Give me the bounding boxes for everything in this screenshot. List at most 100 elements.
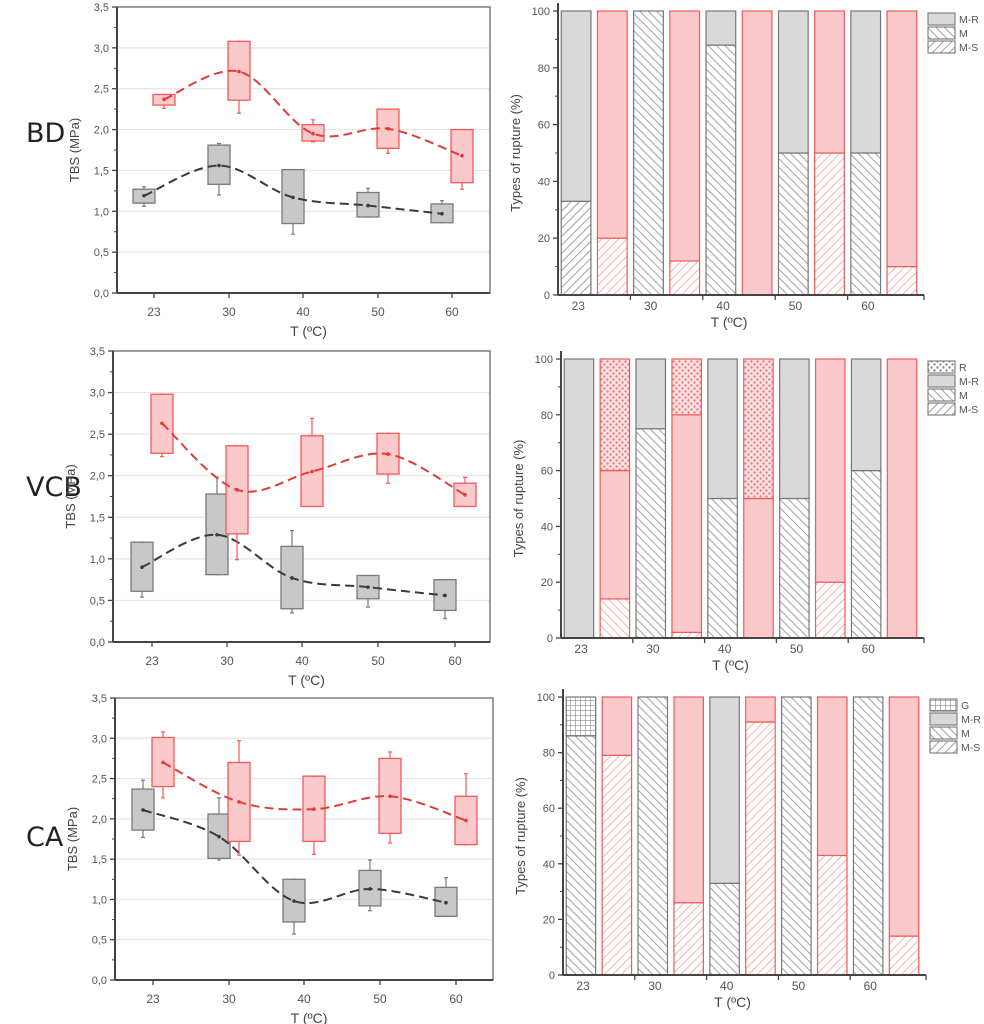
legend-label: M [959,390,968,402]
box-red-50 [376,108,400,154]
bar-segment-m [565,735,597,976]
box-gray-30 [207,797,231,861]
y-tick-label: 100 [532,6,550,18]
box-gray-23 [130,541,154,598]
bar-segment-m [709,882,740,976]
tbs-chart-bd: 0,0 0,5 1,0 1,5 2,0 2,5 3,0 3,5 23 30 40 50 60 T (ºC)… [67,2,491,339]
box-gray-23 [131,779,155,838]
box-gray-60 [434,877,458,917]
bar-segment-m-r [705,10,737,46]
box-gray-30 [207,142,231,196]
y-tick-label: 2,0 [90,471,105,483]
y-tick-label: 0 [544,290,550,302]
x-tick-label: 23 [572,299,586,313]
bar-segment-r [743,358,774,500]
x-tick-label: 30 [222,992,236,1006]
row-label-ca: CA [26,822,64,853]
legend-swatch-m-r [929,712,958,726]
y-axis-label: TBS (MPa) [65,807,80,871]
legend-label: G [961,700,969,712]
series-gray [132,142,454,235]
box-gray-40 [281,168,305,235]
y-tick-label: 0 [549,970,555,982]
x-tick-label: 60 [864,979,878,993]
legend-label: M-S [959,404,978,416]
box-red-23 [150,393,174,458]
bar-segment-m-r [707,358,738,500]
x-tick-label: 60 [861,299,875,313]
bar-segment-m-r [777,10,809,154]
bar-segment-m-r [599,470,631,600]
x-tick-label: 50 [371,305,385,319]
bar-segment-m-r [886,358,918,639]
y-axis-label: Types of rupture (%) [513,777,528,895]
bar-gray-23 [560,10,592,296]
x-tick-label: 30 [220,654,234,668]
bar-segment-m-r [888,696,920,937]
box-gray-50 [356,574,380,608]
legend-label: M-R [959,376,979,388]
box-gray-60 [430,200,454,224]
y-tick-label: 3,5 [90,346,105,358]
legend-label: M-S [961,742,980,754]
bar-gray-30 [637,696,669,976]
bar-segment-m-s [596,237,628,296]
rupture-chart-bd: 0 20 40 60 80 100 23 30 40 50 60 T (ºC) Types of rup… [508,3,979,330]
y-tick-label: 1,0 [94,206,109,218]
x-tick-label: 40 [718,642,732,656]
y-tick-label: 2,5 [92,774,107,786]
x-tick-label: 23 [147,305,161,319]
x-tick-label: 30 [648,979,662,993]
bar-red-30 [673,696,704,976]
legend-label: M-R [959,14,979,26]
box-red-40 [302,775,326,855]
x-tick-label: 50 [789,299,803,313]
legend-swatch-g [929,698,958,712]
bar-red-23 [599,358,631,639]
bar-segment-m [633,10,664,296]
bar-segment-m [852,696,884,976]
bar-segment-m [850,470,882,639]
y-tick-label: 0,5 [92,935,107,947]
y-tick-label: 20 [543,914,555,926]
legend-label: M [959,28,968,40]
tbs-chart-vcb: 0,0 0,5 1,0 1,5 2,0 2,5 3,0 3,5 23 30 40 50 60 T (ºC)… [63,346,491,688]
x-tick-label: 50 [371,654,385,668]
x-tick-label: 40 [297,992,311,1006]
legend-swatch-m [927,26,956,40]
x-tick-label: 30 [644,299,658,313]
y-tick-label: 100 [537,692,555,704]
bar-red-50 [814,10,845,296]
y-tick-label: 80 [541,410,553,422]
box-red-40 [300,417,324,508]
bar-segment-m-r [779,358,810,500]
box-gray-23 [132,186,156,207]
box-gray-40 [280,529,304,614]
legend-swatch-m [929,726,958,740]
legend: M-R M M-S [927,12,979,54]
y-tick-label: 60 [538,120,550,132]
median-point [444,900,448,905]
bar-segment-m-s [888,935,920,976]
bar-segment-m-r [850,10,882,154]
x-tick-label: 23 [574,642,588,656]
plot-frame [116,6,491,294]
y-tick-label: 0,5 [90,595,105,607]
legend-swatch-m-r [927,374,956,388]
y-tick-label: 3,0 [90,388,105,400]
bar-gray-23 [563,358,595,639]
series-red [150,393,477,561]
legend: G M-R M M-S [929,698,981,754]
legend-swatch-m-s [927,402,956,416]
bar-gray-50 [777,10,809,296]
bar-gray-50 [779,358,810,639]
bar-gray-60 [850,358,882,639]
bar-segment-m [779,497,810,639]
bar-gray-60 [850,10,882,296]
box-gray-60 [433,578,457,620]
bar-segment-m-s [816,854,848,976]
box-red-30 [227,40,251,114]
bar-segment-m-r [563,358,595,639]
bar-red-40 [743,358,774,639]
